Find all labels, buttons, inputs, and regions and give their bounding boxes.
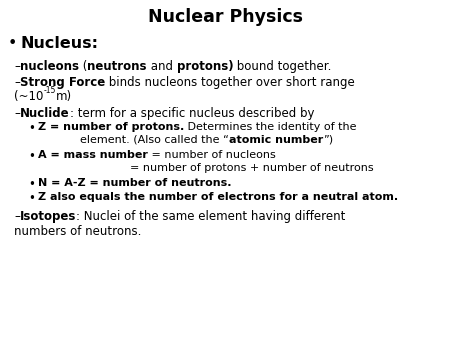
Text: Nuclear Physics: Nuclear Physics — [148, 8, 302, 26]
Text: •: • — [28, 178, 35, 191]
Text: atomic number: atomic number — [229, 135, 323, 145]
Text: –: – — [14, 107, 20, 120]
Text: •: • — [8, 36, 18, 51]
Text: bound together.: bound together. — [233, 60, 332, 73]
Text: protons): protons) — [176, 60, 233, 73]
Text: Nucleus:: Nucleus: — [20, 36, 98, 51]
Text: –: – — [14, 76, 20, 89]
Text: = number of nucleons: = number of nucleons — [148, 150, 275, 160]
Text: Isotopes: Isotopes — [20, 210, 76, 223]
Text: and: and — [147, 60, 176, 73]
Text: •: • — [28, 122, 35, 135]
Text: Determines the identity of the: Determines the identity of the — [184, 122, 357, 132]
Text: : Nuclei of the same element having different: : Nuclei of the same element having diff… — [76, 210, 346, 223]
Text: –: – — [14, 210, 20, 223]
Text: (: ( — [79, 60, 87, 73]
Text: neutrons: neutrons — [87, 60, 147, 73]
Text: numbers of neutrons.: numbers of neutrons. — [14, 225, 141, 238]
Text: A = mass number: A = mass number — [38, 150, 148, 160]
Text: Strong Force: Strong Force — [20, 76, 105, 89]
Text: ”): ”) — [323, 135, 333, 145]
Text: element. (Also called the “: element. (Also called the “ — [80, 135, 229, 145]
Text: –: – — [14, 60, 20, 73]
Text: nucleons: nucleons — [20, 60, 79, 73]
Text: -15: -15 — [43, 86, 56, 95]
Text: Z also equals the number of electrons for a neutral atom.: Z also equals the number of electrons fo… — [38, 192, 398, 202]
Text: : term for a specific nucleus described by: : term for a specific nucleus described … — [69, 107, 314, 120]
Text: •: • — [28, 192, 35, 205]
Text: •: • — [28, 150, 35, 163]
Text: Z = number of protons.: Z = number of protons. — [38, 122, 184, 132]
Text: binds nucleons together over short range: binds nucleons together over short range — [105, 76, 355, 89]
Text: m): m) — [56, 90, 72, 103]
Text: N = A-Z = number of neutrons.: N = A-Z = number of neutrons. — [38, 178, 231, 188]
Text: (~10: (~10 — [14, 90, 43, 103]
Text: Nuclide: Nuclide — [20, 107, 69, 120]
Text: = number of protons + number of neutrons: = number of protons + number of neutrons — [130, 163, 373, 173]
